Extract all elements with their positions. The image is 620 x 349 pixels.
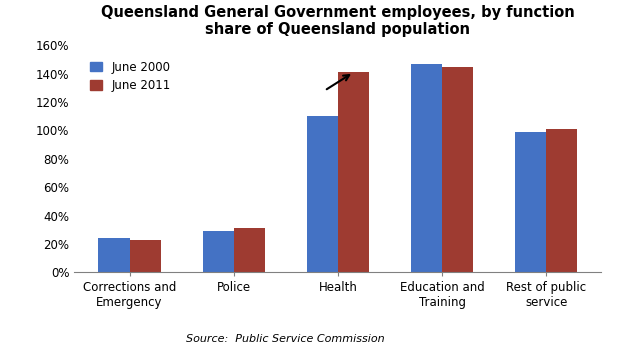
Bar (130, 240, 161, 272)
Bar (515, 132, 546, 272)
Bar (411, 64, 442, 272)
Bar (203, 231, 234, 272)
Legend: June 2000, June 2011: June 2000, June 2011 (86, 56, 175, 97)
Bar (338, 72, 369, 272)
Bar (442, 67, 473, 272)
Bar (234, 228, 265, 272)
Bar (546, 129, 577, 272)
Text: Source:  Public Service Commission: Source: Public Service Commission (186, 334, 384, 344)
Bar (99, 238, 130, 272)
Bar (307, 116, 338, 272)
Title: Queensland General Government employees, by function
share of Queensland populat: Queensland General Government employees,… (101, 5, 575, 37)
